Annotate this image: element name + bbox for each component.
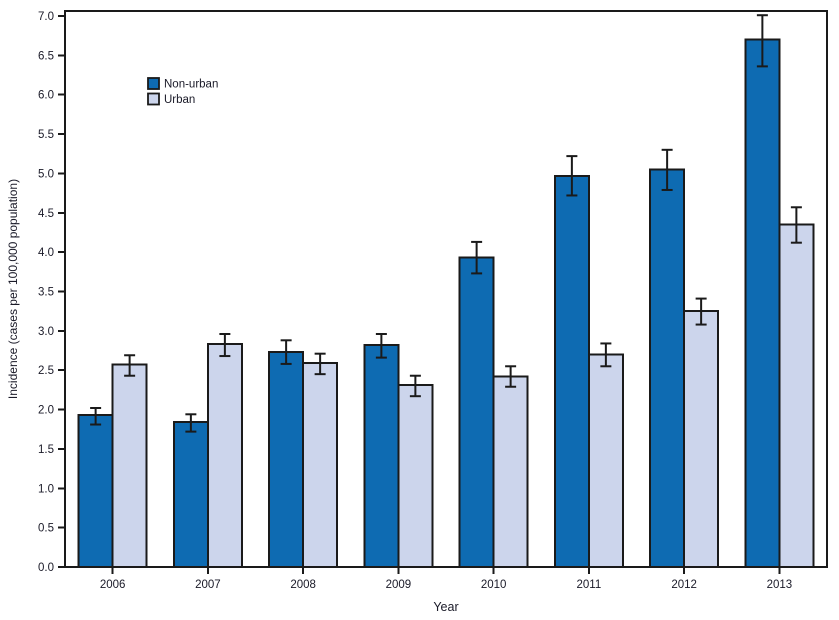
- bar-urban-2010: [492, 375, 529, 568]
- bar-urban-2012: [683, 310, 720, 568]
- x-tick-label: 2010: [481, 579, 507, 591]
- bar-non-urban-2008: [268, 351, 305, 568]
- bar-non-urban-2007: [172, 421, 209, 568]
- x-tick-label: 2012: [671, 579, 697, 591]
- y-tick-label: 6.0: [38, 90, 54, 102]
- bar-urban-2011: [587, 353, 624, 568]
- bar-non-urban-2006: [77, 414, 114, 568]
- legend: [147, 77, 160, 106]
- y-axis-title: Incidence (cases per 100,000 population): [6, 179, 20, 399]
- legend-label-urban: Urban: [164, 94, 195, 106]
- x-tick-label: 2007: [195, 579, 221, 591]
- x-tick-label: 2006: [100, 579, 126, 591]
- x-tick-label: 2011: [577, 579, 602, 591]
- x-tick-label: 2013: [767, 579, 793, 591]
- y-tick-label: 5.5: [38, 129, 54, 141]
- bar-non-urban-2010: [458, 256, 495, 568]
- x-tick-label: 2008: [290, 579, 316, 591]
- bar-non-urban-2009: [363, 344, 400, 569]
- y-tick-label: 0.5: [38, 523, 54, 535]
- bar-urban-2013: [778, 223, 815, 568]
- labels-layer: 0.0 0.5 1.0 1.5 2.0 2.5 3.0 3.5 4.0 4.5 5.0 5.5 6.0 6…: [38, 11, 54, 574]
- x-tick-label: 2009: [386, 579, 412, 591]
- y-tick-label: 3.5: [38, 287, 54, 299]
- bar-urban-2008: [302, 362, 339, 568]
- axes-layer: [58, 10, 828, 574]
- x-axis-title: Year: [433, 600, 458, 614]
- y-tick-label: 3.0: [38, 326, 54, 338]
- y-tick-label: 1.0: [38, 483, 54, 495]
- y-tick-label: 2.5: [38, 365, 54, 377]
- plot-frame: [64, 10, 828, 568]
- bar-non-urban-2012: [649, 168, 686, 568]
- bar-non-urban-2013: [744, 38, 781, 569]
- bar-urban-2006: [111, 363, 148, 568]
- y-tick-label: 5.0: [38, 168, 54, 180]
- y-tick-label: 7.0: [38, 11, 54, 23]
- bar-urban-2007: [206, 343, 243, 569]
- legend-swatch-non-urban: [147, 77, 160, 90]
- error-bars-layer: [90, 14, 802, 433]
- y-tick-label: 2.0: [38, 405, 54, 417]
- bars-layer: [77, 38, 815, 569]
- bar-non-urban-2011: [553, 174, 590, 568]
- y-tick-label: 0.0: [38, 562, 54, 574]
- y-tick-label: 6.5: [38, 50, 54, 62]
- y-tick-label: 4.5: [38, 208, 54, 220]
- legend-label-non-urban: Non-urban: [164, 79, 218, 91]
- bar-urban-2009: [397, 384, 434, 569]
- y-tick-label: 1.5: [38, 444, 54, 456]
- legend-swatch-urban: [147, 92, 160, 106]
- y-tick-label: 4.0: [38, 247, 54, 259]
